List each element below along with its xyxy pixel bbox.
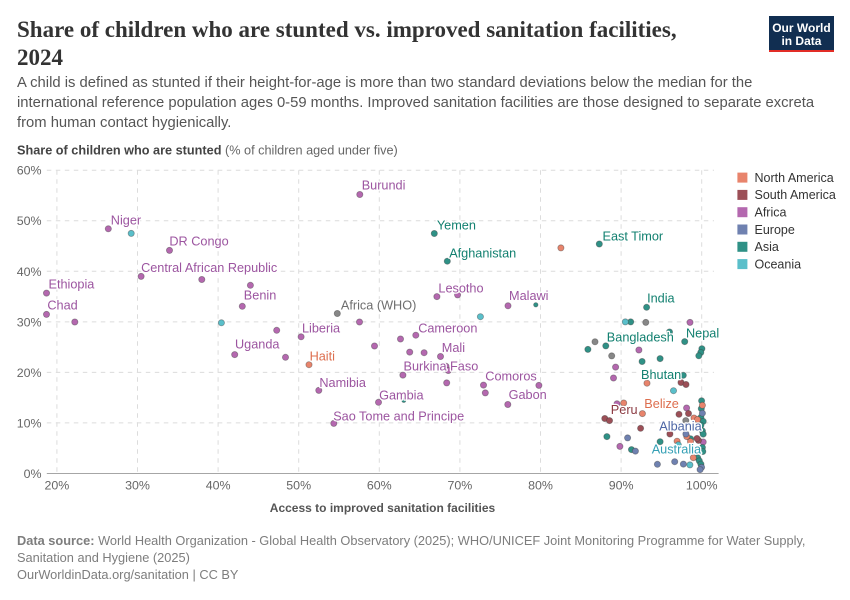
svg-text:Niger: Niger <box>111 213 142 227</box>
svg-text:Europe: Europe <box>755 223 795 237</box>
svg-text:North America: North America <box>755 171 834 185</box>
svg-text:Australia: Australia <box>652 442 702 456</box>
svg-text:Bangladesh: Bangladesh <box>607 330 674 344</box>
svg-text:10%: 10% <box>17 416 42 430</box>
svg-text:Malawi: Malawi <box>509 289 548 303</box>
svg-text:Burundi: Burundi <box>362 179 406 193</box>
svg-text:Sao Tome and Principe: Sao Tome and Principe <box>333 409 464 423</box>
svg-text:0%: 0% <box>24 467 42 481</box>
svg-text:30%: 30% <box>125 479 150 493</box>
svg-text:Oceania: Oceania <box>755 257 802 271</box>
svg-text:Gambia: Gambia <box>379 389 424 403</box>
svg-text:80%: 80% <box>528 479 553 493</box>
svg-text:Peru: Peru <box>611 403 638 417</box>
svg-text:East Timor: East Timor <box>603 230 664 244</box>
svg-text:Share of children who are stun: Share of children who are stunted (% of … <box>17 144 398 158</box>
svg-text:Liberia: Liberia <box>302 322 341 336</box>
svg-text:Haiti: Haiti <box>310 350 335 364</box>
svg-text:South America: South America <box>755 188 836 202</box>
svg-text:Namibia: Namibia <box>319 376 366 390</box>
svg-text:50%: 50% <box>286 479 311 493</box>
svg-text:20%: 20% <box>17 366 42 380</box>
svg-text:30%: 30% <box>17 315 42 329</box>
svg-text:40%: 40% <box>17 265 42 279</box>
svg-text:Cameroon: Cameroon <box>418 321 477 335</box>
svg-text:Access to improved sanitation: Access to improved sanitation facilities <box>270 501 496 515</box>
svg-text:Chad: Chad <box>47 299 77 313</box>
svg-text:Burkina Faso: Burkina Faso <box>404 360 479 374</box>
svg-text:Benin: Benin <box>244 289 276 303</box>
svg-text:Central African Republic: Central African Republic <box>141 261 278 275</box>
svg-text:DR Congo: DR Congo <box>169 235 228 249</box>
svg-text:Asia: Asia <box>755 240 779 254</box>
svg-text:100%: 100% <box>686 479 718 493</box>
svg-text:Belize: Belize <box>644 397 679 411</box>
svg-text:50%: 50% <box>17 214 42 228</box>
svg-text:Lesotho: Lesotho <box>438 282 483 296</box>
svg-text:Africa: Africa <box>755 206 787 220</box>
svg-text:Gabon: Gabon <box>509 388 547 402</box>
svg-text:Ethiopia: Ethiopia <box>49 278 96 292</box>
svg-text:Bhutan: Bhutan <box>641 368 681 382</box>
svg-text:Africa (WHO): Africa (WHO) <box>341 299 416 313</box>
svg-text:60%: 60% <box>367 479 392 493</box>
svg-text:90%: 90% <box>609 479 634 493</box>
svg-text:India: India <box>647 292 675 306</box>
svg-text:20%: 20% <box>44 479 69 493</box>
svg-text:Mali: Mali <box>442 341 465 355</box>
svg-text:Afghanistan: Afghanistan <box>449 246 516 260</box>
svg-text:60%: 60% <box>17 164 42 178</box>
svg-text:Comoros: Comoros <box>485 370 536 384</box>
svg-text:Uganda: Uganda <box>235 338 280 352</box>
svg-text:Yemen: Yemen <box>437 218 476 232</box>
svg-text:Albania: Albania <box>659 420 702 434</box>
svg-text:Nepal: Nepal <box>686 327 719 341</box>
svg-text:70%: 70% <box>447 479 472 493</box>
svg-text:40%: 40% <box>206 479 231 493</box>
